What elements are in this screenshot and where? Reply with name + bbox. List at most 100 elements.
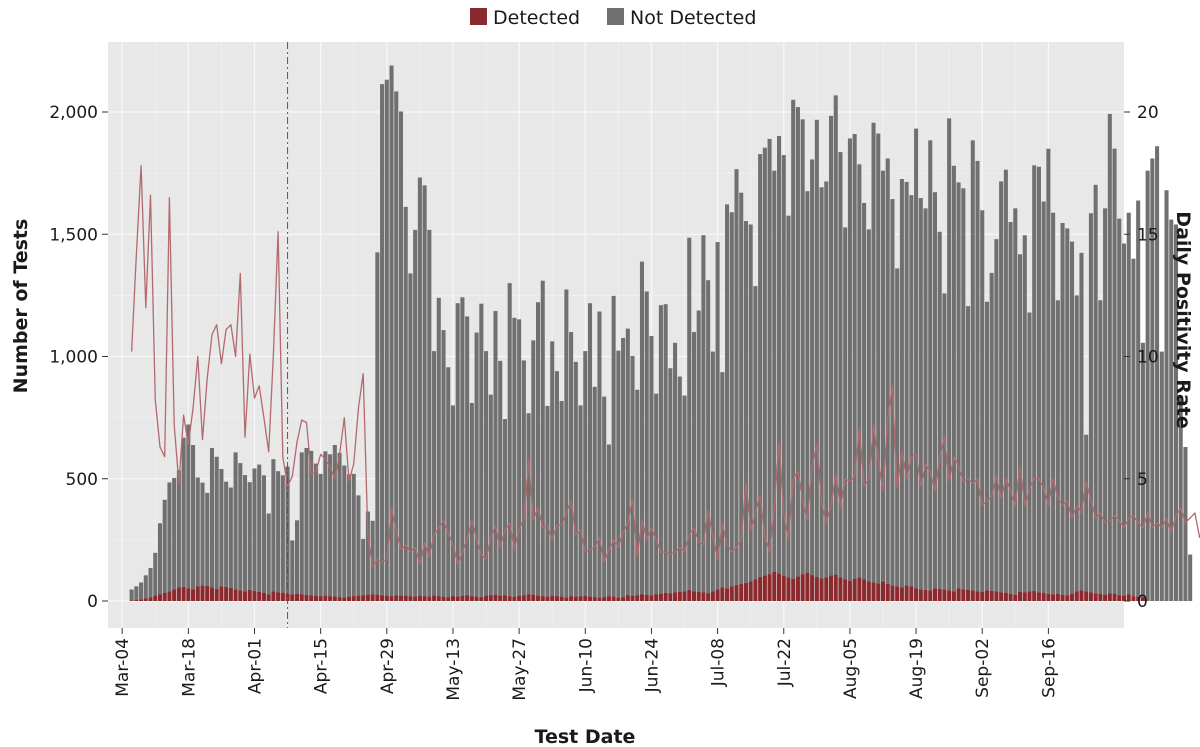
bar-not-detected	[413, 229, 418, 597]
bar-detected	[1027, 591, 1032, 601]
bar-detected	[238, 590, 243, 601]
bar-not-detected	[828, 115, 834, 576]
bar-not-detected	[852, 134, 857, 579]
bar-detected	[507, 596, 512, 601]
bar-detected	[635, 595, 640, 601]
bar-detected	[370, 594, 375, 601]
bar-not-detected	[526, 413, 531, 595]
bar-detected	[937, 588, 942, 601]
y2-tick-label: 10	[1137, 348, 1159, 368]
bar-not-detected	[521, 360, 526, 596]
bar-not-detected	[677, 376, 682, 592]
bar-not-detected	[895, 268, 900, 587]
bar-detected	[1136, 596, 1141, 601]
bar-not-detected	[1183, 446, 1188, 601]
bar-not-detected	[228, 487, 233, 588]
bar-detected	[583, 595, 588, 601]
bar-detected	[233, 589, 238, 601]
bar-not-detected	[403, 206, 408, 596]
bar-detected	[862, 579, 867, 601]
bar-detected	[389, 596, 394, 601]
bar-not-detected	[417, 177, 422, 596]
bar-not-detected	[814, 119, 819, 578]
bar-detected	[299, 594, 304, 601]
bar-detected	[701, 592, 706, 601]
bar-detected	[687, 589, 692, 601]
x-tick-label: Jun-10	[576, 638, 596, 693]
bar-not-detected	[980, 210, 985, 592]
bar-detected	[994, 591, 999, 601]
bar-detected	[1065, 595, 1070, 601]
bar-not-detected	[427, 229, 432, 597]
bar-detected	[304, 594, 309, 601]
bar-not-detected	[630, 356, 635, 596]
bar-detected	[450, 596, 455, 601]
bar-not-detected	[876, 133, 881, 584]
bar-detected	[1051, 594, 1056, 601]
bar-not-detected	[176, 470, 181, 588]
bar-detected	[517, 595, 522, 601]
bar-detected	[550, 595, 555, 601]
bar-not-detected	[1013, 208, 1018, 595]
bar-detected	[1088, 592, 1093, 601]
legend-swatch-detected	[470, 8, 487, 25]
bar-not-detected	[394, 91, 399, 596]
bar-detected	[1093, 593, 1098, 601]
bar-not-detected	[365, 511, 370, 595]
bar-detected	[540, 596, 545, 601]
bar-detected	[758, 577, 763, 601]
bar-not-detected	[885, 158, 890, 584]
bar-detected	[422, 596, 427, 601]
bar-not-detected	[772, 170, 777, 572]
bar-detected	[720, 587, 725, 601]
bar-detected	[932, 588, 938, 601]
bar-detected	[266, 594, 271, 601]
bar-detected	[365, 594, 370, 601]
bar-detected	[342, 597, 347, 601]
bar-detected	[209, 587, 214, 601]
bar-not-detected	[313, 463, 318, 596]
bar-detected	[417, 595, 422, 601]
bar-detected	[1069, 593, 1075, 601]
bar-detected	[564, 597, 569, 601]
bar-detected	[332, 596, 337, 601]
bar-detected	[313, 595, 318, 601]
bar-not-detected	[181, 437, 186, 587]
bar-detected	[432, 595, 437, 601]
bar-not-detected	[611, 295, 616, 597]
bar-detected	[247, 589, 252, 601]
bar-not-detected	[1150, 158, 1155, 601]
bar-detected	[176, 587, 181, 601]
bar-detected	[455, 596, 460, 601]
bar-detected	[644, 594, 649, 601]
bar-detected	[578, 596, 583, 601]
bar-not-detected	[824, 181, 829, 578]
x-tick-label: Sep-02	[973, 638, 993, 698]
bar-detected	[928, 590, 933, 601]
bar-detected	[318, 596, 323, 601]
bar-detected	[961, 589, 966, 601]
bar-not-detected	[1069, 241, 1075, 594]
bar-not-detected	[1178, 395, 1183, 601]
bar-detected	[380, 595, 385, 601]
bar-not-detected	[550, 341, 555, 596]
bar-detected	[361, 595, 366, 601]
bar-not-detected	[966, 306, 971, 590]
bar-detected	[852, 578, 857, 601]
bar-not-detected	[247, 482, 252, 590]
bar-not-detected	[668, 368, 673, 594]
bar-detected	[403, 595, 408, 601]
bar-not-detected	[654, 393, 659, 595]
bar-detected	[200, 585, 205, 601]
bar-detected	[554, 596, 559, 601]
y-tick-label: 0	[87, 592, 98, 612]
bar-not-detected	[791, 99, 796, 579]
bar-detected	[446, 597, 451, 601]
bar-detected	[1126, 594, 1131, 601]
bar-detected	[1117, 595, 1122, 601]
bar-not-detected	[918, 198, 923, 590]
bar-detected	[408, 596, 413, 601]
x-tick-label: May-27	[510, 638, 530, 701]
bar-not-detected	[961, 188, 966, 590]
bar-detected	[786, 577, 791, 601]
